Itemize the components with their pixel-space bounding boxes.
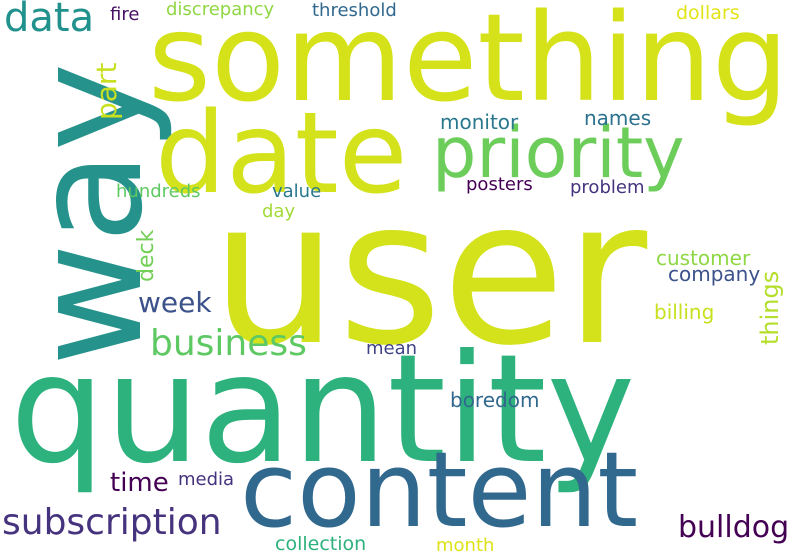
word-things: things (756, 270, 784, 345)
word-time: time (110, 468, 169, 498)
word-date: date (155, 89, 408, 219)
word-business: business (150, 323, 307, 364)
word-threshold: threshold (312, 0, 397, 21)
word-problem: problem (570, 177, 645, 198)
word-fire: fire (110, 4, 140, 25)
word-monitor: monitor (440, 110, 519, 134)
word-content: content (240, 429, 639, 551)
word-hundreds: hundreds (116, 181, 201, 202)
word-quantity: quantity (10, 323, 636, 497)
word-boredom: boredom (450, 388, 540, 412)
word-mean: mean (366, 338, 418, 359)
word-posters: posters (466, 174, 533, 195)
word-names: names (584, 106, 652, 130)
word-customer: customer (656, 246, 751, 270)
word-month: month (436, 535, 495, 556)
word-deck: deck (134, 229, 159, 282)
word-company: company (668, 262, 761, 286)
word-something: something (148, 0, 789, 129)
word-week: week (138, 286, 212, 319)
word-part: part (90, 62, 123, 120)
word-data: data (4, 0, 95, 41)
word-bulldog: bulldog (678, 510, 790, 545)
word-day: day (262, 201, 296, 222)
word-way: way (2, 62, 176, 366)
word-dollars: dollars (676, 2, 740, 24)
word-discrepancy: discrepancy (166, 0, 275, 20)
word-media: media (178, 469, 235, 490)
word-priority: priority (432, 112, 685, 194)
word-subscription: subscription (2, 502, 222, 543)
word-value: value (272, 181, 322, 202)
word-billing: billing (654, 300, 715, 324)
word-collection: collection (275, 533, 367, 555)
word-user: user (211, 157, 648, 390)
